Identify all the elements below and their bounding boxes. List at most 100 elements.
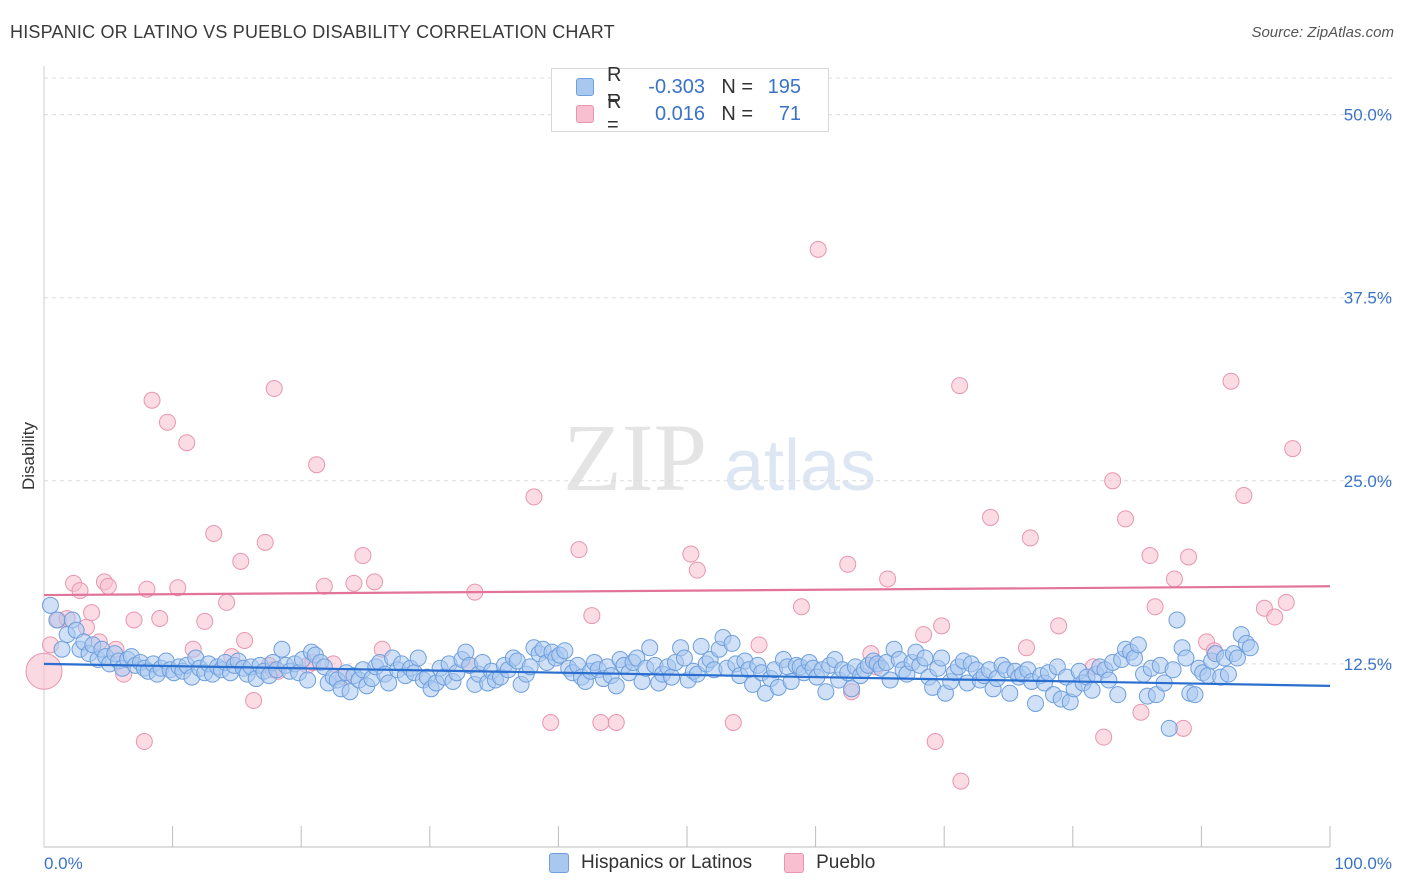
pueblo-point bbox=[205, 525, 223, 543]
pueblo-points bbox=[25, 240, 1302, 790]
pueblo-point bbox=[750, 636, 768, 654]
pink-swatch bbox=[784, 853, 805, 873]
pueblo-point bbox=[583, 607, 601, 625]
pink-swatch bbox=[576, 105, 594, 123]
pueblo-point bbox=[143, 391, 161, 409]
hispanic-point bbox=[1219, 665, 1237, 683]
pueblo-point bbox=[25, 652, 63, 690]
pueblo-point bbox=[951, 377, 969, 395]
pueblo-point bbox=[682, 545, 700, 563]
pueblo-point bbox=[926, 733, 944, 751]
hispanic-point bbox=[1228, 649, 1246, 667]
hispanic-point bbox=[53, 640, 71, 658]
hispanic-point bbox=[1177, 649, 1195, 667]
hispanic-point bbox=[1109, 686, 1127, 704]
hispanic-point bbox=[843, 680, 861, 698]
pueblo-point bbox=[915, 626, 933, 644]
r-label: R = bbox=[607, 64, 622, 109]
hispanic-point bbox=[1083, 681, 1101, 699]
hispanic-point bbox=[273, 640, 291, 658]
pueblo-point bbox=[792, 598, 810, 616]
r-value: -0.303 bbox=[648, 75, 705, 98]
pueblo-point bbox=[1095, 728, 1113, 746]
hispanic-point bbox=[1186, 686, 1204, 704]
pueblo-point bbox=[196, 612, 214, 630]
pueblo-point bbox=[933, 617, 951, 635]
pueblo-point bbox=[1174, 719, 1192, 737]
hispanic-point bbox=[607, 677, 625, 695]
pueblo-point bbox=[1021, 529, 1039, 547]
pueblo-point bbox=[1266, 608, 1284, 626]
hispanic-point bbox=[41, 596, 59, 614]
source-label: Source: ZipAtlas.com bbox=[1251, 24, 1394, 41]
pueblo-point bbox=[1141, 547, 1159, 565]
hispanic-point bbox=[1168, 611, 1186, 629]
watermark-zip: ZIP bbox=[563, 404, 707, 511]
pueblo-point bbox=[354, 547, 372, 565]
x-tick-label: 0.0% bbox=[44, 854, 83, 873]
pueblo-point bbox=[542, 713, 560, 731]
hispanic-point bbox=[1129, 636, 1147, 654]
axes bbox=[43, 66, 1331, 848]
legend-row-hispanic: R = -0.303 N = 195 bbox=[576, 64, 801, 109]
y-tick-label: 50.0% bbox=[1344, 106, 1392, 125]
hispanic-point bbox=[556, 642, 574, 660]
hispanic-point bbox=[1001, 684, 1019, 702]
hispanic-trendline bbox=[43, 662, 1331, 687]
pueblo-point bbox=[308, 456, 326, 474]
pueblo-point bbox=[607, 713, 625, 731]
pueblo-point bbox=[724, 713, 742, 731]
pueblo-point bbox=[151, 609, 169, 627]
pueblo-point bbox=[1050, 617, 1068, 635]
pueblo-point bbox=[236, 631, 254, 649]
pueblo-point bbox=[99, 577, 117, 595]
y-axis-title: Disability bbox=[19, 421, 38, 490]
hispanic-point bbox=[1027, 694, 1045, 712]
pueblo-point bbox=[1132, 703, 1150, 721]
pueblo-point bbox=[1235, 486, 1253, 504]
pueblo-point bbox=[245, 692, 263, 710]
pueblo-point bbox=[809, 240, 827, 258]
pueblo-point bbox=[1117, 510, 1135, 528]
legend-item-pueblo: Pueblo bbox=[784, 852, 875, 874]
blue-swatch bbox=[549, 853, 569, 873]
hispanic-point bbox=[663, 668, 681, 686]
y-tick-label: 25.0% bbox=[1344, 472, 1392, 491]
pueblo-point bbox=[688, 561, 706, 579]
hispanic-point bbox=[641, 639, 659, 657]
pueblo-point bbox=[570, 541, 588, 559]
pueblo-point bbox=[138, 580, 156, 598]
pueblo-point bbox=[1284, 440, 1302, 458]
pueblo-point bbox=[952, 772, 970, 790]
hispanic-point bbox=[723, 634, 741, 652]
pueblo-point bbox=[218, 593, 236, 611]
hispanic-point bbox=[521, 658, 539, 676]
hispanic-point bbox=[341, 683, 359, 701]
pueblo-point bbox=[178, 434, 196, 452]
pueblo-point bbox=[1146, 598, 1164, 616]
hispanic-point bbox=[48, 611, 66, 629]
chart-title: HISPANIC OR LATINO VS PUEBLO DISABILITY … bbox=[10, 22, 615, 42]
n-label: N = bbox=[721, 102, 753, 125]
pueblo-point bbox=[83, 604, 101, 622]
hispanic-point bbox=[933, 649, 951, 667]
y-tick-label: 37.5% bbox=[1344, 289, 1392, 308]
hispanic-point bbox=[1147, 686, 1165, 704]
blue-swatch bbox=[576, 78, 594, 96]
hispanic-point bbox=[1241, 639, 1259, 657]
hispanic-point bbox=[881, 671, 899, 689]
pueblo-point bbox=[265, 380, 283, 398]
pueblo-point bbox=[1180, 548, 1198, 566]
hispanic-point bbox=[380, 674, 398, 692]
hispanic-point bbox=[299, 671, 317, 689]
hispanic-point bbox=[817, 683, 835, 701]
pueblo-point bbox=[981, 508, 999, 526]
pueblo-point bbox=[879, 570, 897, 588]
pueblo-point bbox=[1104, 472, 1122, 490]
pueblo-point bbox=[169, 579, 187, 597]
y-tick-label: 12.5% bbox=[1344, 655, 1392, 674]
pueblo-point bbox=[1018, 639, 1036, 657]
hispanic-point bbox=[1164, 661, 1182, 679]
pueblo-point bbox=[158, 413, 176, 431]
